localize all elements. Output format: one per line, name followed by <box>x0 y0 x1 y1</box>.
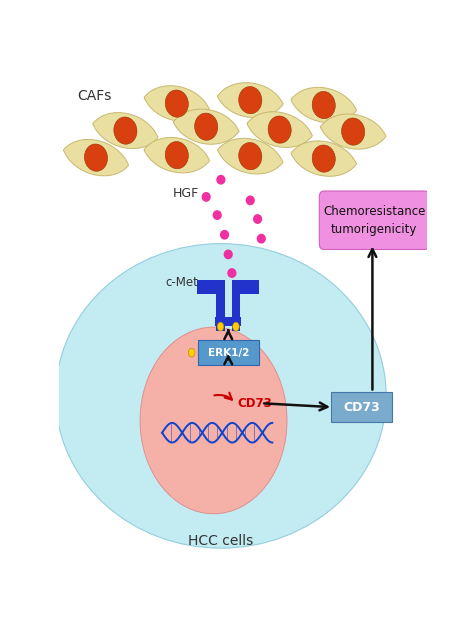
Ellipse shape <box>239 87 262 114</box>
PathPatch shape <box>144 85 210 121</box>
Ellipse shape <box>257 234 266 244</box>
Ellipse shape <box>228 268 237 278</box>
Ellipse shape <box>55 244 386 548</box>
Ellipse shape <box>239 142 262 170</box>
PathPatch shape <box>93 112 158 149</box>
Text: CD73: CD73 <box>237 397 272 410</box>
Ellipse shape <box>224 249 233 259</box>
FancyBboxPatch shape <box>217 287 225 330</box>
Text: Chemoresistance
tumorigenicity: Chemoresistance tumorigenicity <box>323 205 426 236</box>
Text: HGF: HGF <box>173 187 199 200</box>
Ellipse shape <box>253 214 262 224</box>
Ellipse shape <box>114 117 137 144</box>
Ellipse shape <box>246 195 255 205</box>
PathPatch shape <box>247 112 312 147</box>
PathPatch shape <box>173 109 239 144</box>
FancyBboxPatch shape <box>331 392 392 422</box>
Text: HCC cells: HCC cells <box>188 534 254 548</box>
FancyBboxPatch shape <box>319 191 429 249</box>
PathPatch shape <box>291 141 356 176</box>
PathPatch shape <box>64 140 128 176</box>
FancyBboxPatch shape <box>215 317 241 325</box>
Ellipse shape <box>312 145 335 172</box>
Ellipse shape <box>216 175 226 184</box>
Text: CAFs: CAFs <box>78 89 112 103</box>
Ellipse shape <box>201 192 211 202</box>
Ellipse shape <box>165 142 188 169</box>
Ellipse shape <box>220 230 229 240</box>
Ellipse shape <box>188 348 195 357</box>
Text: CD73: CD73 <box>343 401 380 413</box>
PathPatch shape <box>218 83 283 117</box>
Ellipse shape <box>217 322 224 331</box>
Ellipse shape <box>268 116 291 143</box>
Ellipse shape <box>342 118 365 145</box>
FancyBboxPatch shape <box>232 287 240 330</box>
FancyBboxPatch shape <box>197 280 225 293</box>
PathPatch shape <box>218 138 283 174</box>
PathPatch shape <box>320 114 386 149</box>
Ellipse shape <box>84 144 108 171</box>
Ellipse shape <box>140 327 287 514</box>
Ellipse shape <box>312 91 335 119</box>
FancyBboxPatch shape <box>231 280 259 293</box>
PathPatch shape <box>144 137 210 173</box>
Text: ERK1/2: ERK1/2 <box>208 348 249 358</box>
Ellipse shape <box>195 113 218 140</box>
PathPatch shape <box>291 87 356 122</box>
Ellipse shape <box>165 90 188 117</box>
Ellipse shape <box>213 210 222 220</box>
FancyBboxPatch shape <box>198 340 258 365</box>
Ellipse shape <box>233 322 239 331</box>
Text: c-Met: c-Met <box>166 276 199 290</box>
